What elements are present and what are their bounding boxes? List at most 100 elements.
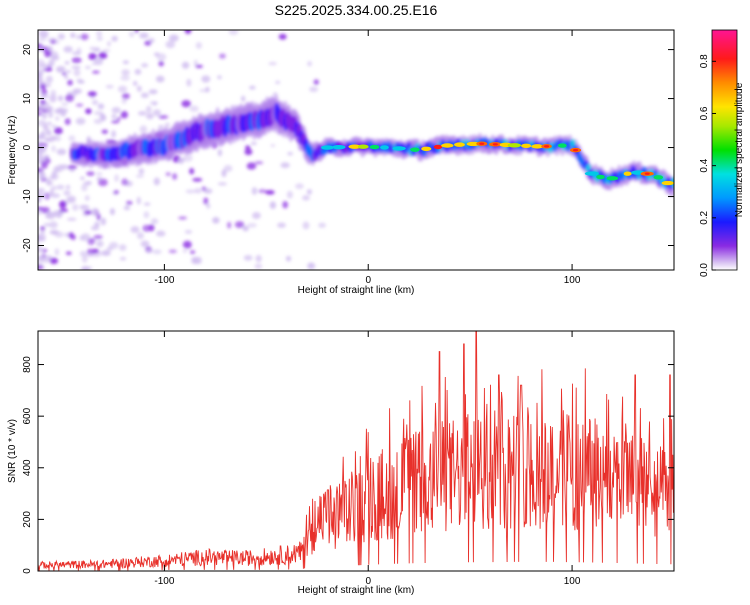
heatmap-noise-cell <box>144 40 152 46</box>
heatmap-noise-cell <box>85 108 92 115</box>
heatmap-noise-cell <box>47 211 52 216</box>
heatmap-noise-cell <box>50 135 57 141</box>
heatmap-noise-cell <box>165 172 171 177</box>
colorbar-frame <box>711 29 738 271</box>
heatmap-noise-cell <box>93 118 103 124</box>
heatmap-noise-cell <box>111 120 120 124</box>
heatmap-noise-cell <box>186 78 192 87</box>
heatmap-noise-cell <box>142 224 151 232</box>
heatmap-noise-cell <box>119 257 127 261</box>
heatmap-noise-layer <box>38 30 326 270</box>
heatmap-noise-cell <box>241 95 246 102</box>
heatmap-noise-cell <box>40 34 49 38</box>
heatmap-core-cell <box>435 145 441 149</box>
heatmap-noise-cell <box>47 110 54 119</box>
snr-y-tick-label: 200 <box>22 511 33 528</box>
heatmap-noise-cell <box>71 57 82 64</box>
heatmap-core-cell <box>661 180 674 186</box>
heatmap-noise-cell <box>98 178 108 187</box>
heatmap-noise-cell <box>61 71 67 76</box>
heatmap-core-cell <box>557 143 567 148</box>
heatmap-core-cell <box>332 144 346 150</box>
heatmap-noise-cell <box>182 154 193 162</box>
heatmap-noise-cell <box>68 232 74 239</box>
heatmap-core-cell <box>410 147 420 152</box>
heatmap-noise-cell <box>234 221 245 229</box>
heatmap-noise-cell <box>184 229 193 234</box>
heatmap-noise-cell <box>49 257 59 265</box>
heatmap-noise-cell <box>54 39 60 45</box>
heatmap-core-cell <box>453 142 465 147</box>
heatmap-noise-cell <box>306 189 312 195</box>
heatmap-noise-cell <box>79 235 85 241</box>
heatmap-noise-cell <box>138 168 145 175</box>
heatmap-noise-cell <box>269 201 277 210</box>
heatmap-core-cell <box>392 146 406 151</box>
heatmap-core-cell <box>644 172 650 175</box>
heatmap-noise-cell <box>242 225 249 232</box>
heatmap-noise-cell <box>243 254 253 261</box>
heatmap-noise-cell <box>101 250 111 256</box>
heatmap-noise-cell <box>145 113 154 120</box>
heatmap-noise-cell <box>177 157 186 163</box>
heatmap-noise-cell <box>140 92 149 98</box>
heatmap-noise-cell <box>64 61 70 65</box>
heatmap-noise-cell <box>64 94 75 102</box>
heatmap-noise-cell <box>265 190 275 195</box>
heatmap-noise-cell <box>45 179 54 187</box>
heatmap-core-cell <box>466 141 480 147</box>
heatmap-noise-cell <box>270 143 276 148</box>
heatmap-noise-cell <box>136 196 141 205</box>
spectrogram-x-tick-label: 100 <box>564 275 581 286</box>
heatmap-noise-cell <box>40 83 47 90</box>
heatmap-noise-cell <box>137 111 147 116</box>
heatmap-noise-cell <box>50 40 56 45</box>
heatmap-noise-cell <box>89 46 95 51</box>
heatmap-noise-cell <box>51 211 56 217</box>
heatmap-noise-cell <box>44 83 52 88</box>
heatmap-noise-cell <box>250 141 257 146</box>
heatmap-noise-cell <box>201 75 211 83</box>
heatmap-noise-cell <box>81 255 88 263</box>
heatmap-noise-cell <box>81 184 88 192</box>
heatmap-noise-cell <box>39 94 50 99</box>
colorbar: 0.0 0.2 0.4 0.6 0.8 Normalized spectral ampl… <box>699 29 745 277</box>
heatmap-noise-cell <box>84 195 90 201</box>
heatmap-noise-cell <box>285 255 292 262</box>
heatmap-noise-cell <box>117 85 128 93</box>
heatmap-core-cell <box>348 144 361 149</box>
spectrogram-x-tick-label: -100 <box>154 275 174 286</box>
heatmap-noise-cell <box>42 67 53 72</box>
spectrogram-frame <box>37 29 675 271</box>
heatmap-noise-cell <box>318 222 326 228</box>
heatmap-noise-cell <box>59 200 67 209</box>
heatmap-noise-cell <box>48 59 55 67</box>
heatmap-noise-cell <box>50 89 57 97</box>
heatmap-noise-cell <box>134 68 142 75</box>
heatmap-noise-cell <box>39 99 46 105</box>
heatmap-noise-cell <box>61 102 69 106</box>
heatmap-noise-cell <box>223 164 233 172</box>
heatmap-noise-cell <box>309 86 319 93</box>
heatmap-noise-cell <box>71 65 81 69</box>
heatmap-noise-cell <box>140 240 150 248</box>
heatmap-noise-cell <box>121 98 127 104</box>
heatmap-noise-cell <box>38 68 45 75</box>
spectrogram-x-label: Height of straight line (km) <box>298 285 415 296</box>
heatmap-noise-cell <box>182 249 188 253</box>
heatmap-noise-cell <box>153 52 160 57</box>
heatmap-noise-cell <box>191 256 198 265</box>
heatmap-noise-cell <box>81 265 90 270</box>
heatmap-noise-cell <box>63 190 71 196</box>
heatmap-noise-cell <box>113 190 119 195</box>
heatmap-noise-cell <box>254 161 264 165</box>
heatmap-noise-cell <box>65 70 71 74</box>
heatmap-noise-cell <box>66 217 77 221</box>
heatmap-noise-cell <box>39 168 44 175</box>
snr-series-line <box>38 331 674 571</box>
heatmap-noise-cell <box>63 46 73 53</box>
heatmap-noise-cell <box>278 33 287 40</box>
